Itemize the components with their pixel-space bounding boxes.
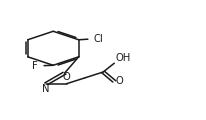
Text: F: F — [32, 61, 38, 71]
Text: OH: OH — [115, 53, 131, 63]
Text: O: O — [116, 76, 123, 86]
Text: N: N — [42, 84, 50, 94]
Text: O: O — [63, 72, 70, 82]
Text: Cl: Cl — [94, 34, 104, 44]
